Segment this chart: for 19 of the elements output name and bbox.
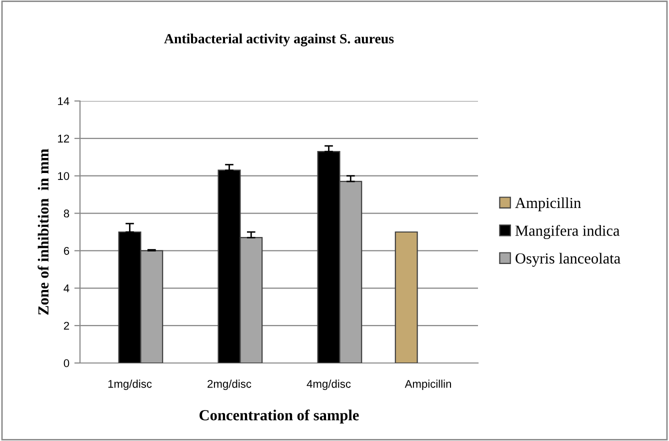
x-tick-label: 1mg/disc [108, 380, 152, 390]
bar [394, 231, 418, 363]
x-axis-title: Concentration of sample [200, 409, 359, 424]
y-tick-label: 12 [58, 134, 70, 142]
y-tick-label: 8 [64, 210, 70, 218]
y-tick-label: 14 [58, 97, 70, 106]
y-tick-label: 2 [64, 322, 70, 330]
y-tick-label: 0 [64, 359, 70, 368]
x-tick-label: 4mg/disc [306, 380, 351, 390]
legend-label: Osyris lanceolata [516, 252, 620, 267]
y-axis-title: Zone of inhibition in mm [38, 148, 49, 315]
y-tick-label: 10 [58, 172, 70, 180]
y-tick-label: 6 [64, 246, 70, 255]
y-tick-label: 4 [64, 284, 70, 292]
legend-label: Ampicillin [515, 197, 581, 212]
chart-title: Antibacterial activity against S. aureus [164, 34, 394, 46]
x-tick-label: 2mg/disc [208, 380, 252, 390]
legend-label: Mangifera indica [515, 224, 620, 240]
x-tick-label: Ampicillin [404, 380, 451, 390]
